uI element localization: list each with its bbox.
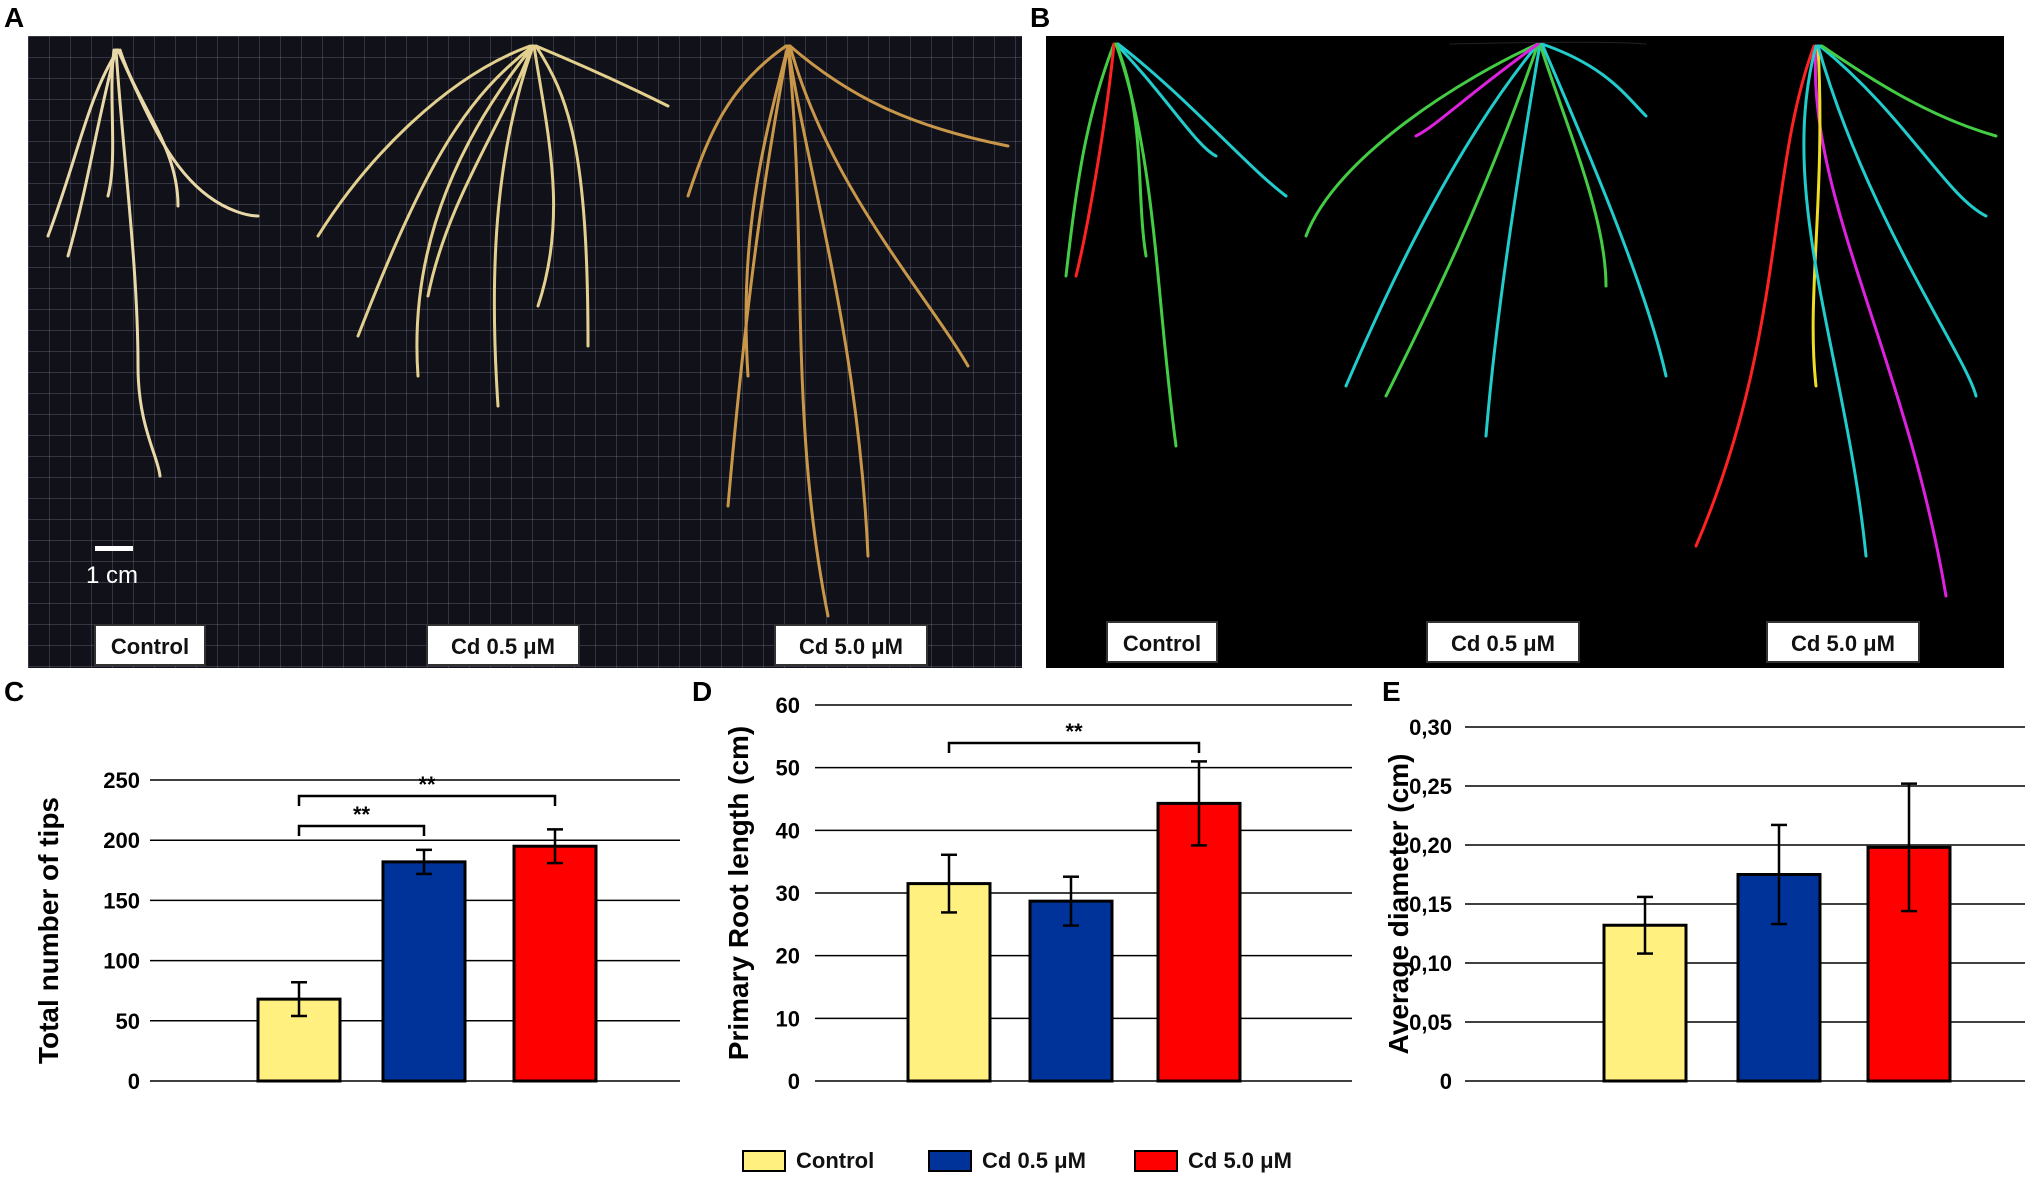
scale-bar-label: 1 cm bbox=[86, 562, 139, 589]
bar-cd-0-5-m bbox=[381, 860, 467, 1083]
photo-a-label-cd50: Cd 5.0 μM bbox=[774, 624, 928, 666]
y-axis-title: Primary Root length (cm) bbox=[723, 726, 754, 1060]
legend-swatch-cd05 bbox=[928, 1150, 972, 1172]
legend-swatch-control bbox=[742, 1150, 786, 1172]
root-scan-photo: 1 cm Control Cd 0.5 μM Cd 5.0 μM bbox=[28, 36, 1022, 668]
y-tick-label: 150 bbox=[103, 888, 140, 913]
photo-a-label-cd05: Cd 0.5 μM bbox=[426, 624, 580, 666]
panel-letter-b: B bbox=[1030, 2, 1051, 33]
panel-letter-e: E bbox=[1382, 676, 1401, 707]
significance-bracket bbox=[297, 824, 426, 836]
legend-label-control: Control bbox=[796, 1148, 875, 1173]
bar-cd-0-5-m bbox=[1028, 899, 1114, 1083]
y-tick-label: 0,10 bbox=[1409, 951, 1452, 976]
y-tick-label: 0,20 bbox=[1409, 833, 1452, 858]
y-tick-label: 40 bbox=[776, 818, 800, 843]
y-tick-label: 200 bbox=[103, 828, 140, 853]
y-axis-title: Average diameter (cm) bbox=[1383, 754, 1414, 1055]
y-tick-label: 0 bbox=[128, 1069, 140, 1094]
bar-cd-5-0-m bbox=[1156, 801, 1242, 1083]
y-tick-label: 0 bbox=[1440, 1069, 1452, 1094]
panel-letter-c: C bbox=[4, 676, 25, 707]
significance-label: ** bbox=[418, 772, 436, 797]
legend-label-cd05: Cd 0.5 μM bbox=[982, 1148, 1086, 1173]
y-tick-label: 0,15 bbox=[1409, 892, 1452, 917]
y-tick-label: 100 bbox=[103, 949, 140, 974]
y-tick-label: 0 bbox=[788, 1069, 800, 1094]
y-tick-label: 60 bbox=[776, 693, 800, 718]
significance-bracket bbox=[947, 741, 1201, 753]
y-tick-label: 0,25 bbox=[1409, 774, 1452, 799]
photo-b-label-control: Control bbox=[1106, 621, 1218, 663]
scale-bar bbox=[95, 546, 133, 551]
significance-label: ** bbox=[353, 802, 371, 827]
legend-item-cd50: Cd 5.0 μM bbox=[1134, 1146, 1292, 1176]
y-tick-label: 30 bbox=[776, 881, 800, 906]
legend: Control bbox=[742, 1146, 874, 1176]
y-tick-label: 50 bbox=[116, 1009, 140, 1034]
legend-item-cd05: Cd 0.5 μM bbox=[928, 1146, 1086, 1176]
panel-letter-a: A bbox=[4, 2, 25, 33]
legend-swatch-cd50 bbox=[1134, 1150, 1178, 1172]
significance-bracket bbox=[297, 794, 557, 806]
photo-a-label-control: Control bbox=[94, 624, 206, 666]
legend-label-cd50: Cd 5.0 μM bbox=[1188, 1148, 1292, 1173]
bar-cd-5-0-m bbox=[512, 844, 598, 1083]
y-tick-label: 250 bbox=[103, 768, 140, 793]
y-tick-label: 50 bbox=[776, 756, 800, 781]
panel-letter-d: D bbox=[692, 676, 713, 707]
photo-b-label-cd05: Cd 0.5 μM bbox=[1426, 621, 1580, 663]
photo-b-label-cd50: Cd 5.0 μM bbox=[1766, 621, 1920, 663]
root-scan-drawing bbox=[46, 44, 1010, 618]
y-tick-label: 0,05 bbox=[1409, 1010, 1452, 1035]
y-axis-title: Total number of tips bbox=[33, 797, 64, 1064]
y-tick-label: 20 bbox=[776, 944, 800, 969]
root-tracing-drawing bbox=[1064, 41, 1998, 598]
root-tracing-image: Control Cd 0.5 μM Cd 5.0 μM bbox=[1046, 36, 2004, 668]
significance-label: ** bbox=[1065, 719, 1083, 744]
y-tick-label: 10 bbox=[776, 1006, 800, 1031]
y-tick-label: 0,30 bbox=[1409, 715, 1452, 740]
